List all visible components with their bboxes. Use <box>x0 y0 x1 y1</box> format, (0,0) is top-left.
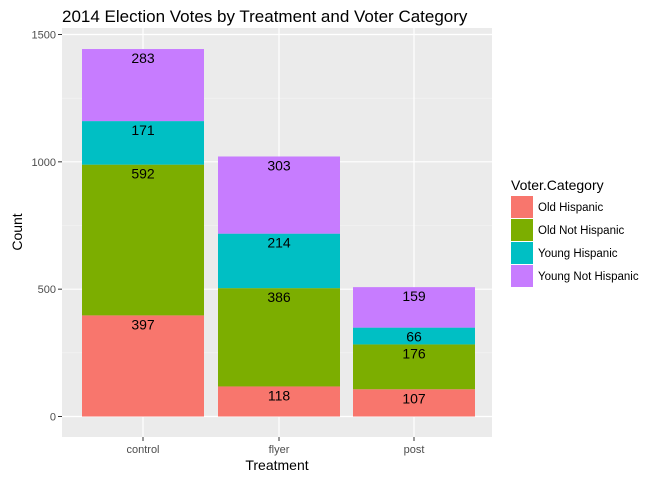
bar-segment <box>353 389 475 417</box>
data-label: 214 <box>267 235 291 251</box>
bar-segment <box>353 287 475 328</box>
data-label: 159 <box>402 288 426 304</box>
data-label: 303 <box>267 157 291 173</box>
y-axis: 0 500 1000 1500 <box>32 30 62 424</box>
data-label: 176 <box>402 345 426 361</box>
data-label: 66 <box>406 329 422 345</box>
y-axis-title: Count <box>9 213 25 250</box>
data-label: 386 <box>267 289 291 305</box>
legend-title: Voter.Category <box>511 177 604 193</box>
data-label: 397 <box>131 316 155 332</box>
x-axis: control flyer post <box>126 437 424 456</box>
legend-label: Young Not Hispanic <box>538 271 639 283</box>
y-tick-label: 1000 <box>32 157 56 169</box>
bar-segment <box>218 386 340 417</box>
x-axis-title: Treatment <box>245 457 308 473</box>
data-label: 171 <box>131 122 155 138</box>
bar-segment <box>353 327 475 345</box>
data-label: 118 <box>268 387 291 403</box>
bar-segment <box>218 233 340 289</box>
legend-swatch <box>511 219 533 241</box>
bars <box>82 49 475 417</box>
legend-swatch <box>511 196 533 218</box>
legend-label: Young Hispanic <box>538 248 618 260</box>
legend-label: Old Hispanic <box>538 202 603 214</box>
legend-label: Old Not Hispanic <box>538 225 625 237</box>
data-label: 592 <box>131 166 155 182</box>
x-tick-label: post <box>404 444 425 456</box>
bar-segment <box>82 121 204 165</box>
y-tick-label: 500 <box>38 284 56 296</box>
legend-swatch <box>511 242 533 264</box>
y-tick-label: 1500 <box>32 30 56 42</box>
bar-segment <box>82 164 204 316</box>
legend: Voter.Category Old Hispanic Old Not Hispa… <box>511 177 639 287</box>
x-tick-label: flyer <box>269 444 290 456</box>
data-label: 283 <box>131 50 155 66</box>
data-label: 107 <box>402 390 426 406</box>
bar-segment <box>218 288 340 387</box>
bar-segment <box>218 156 340 234</box>
chart-title: 2014 Election Votes by Treatment and Vot… <box>62 7 468 26</box>
x-tick-label: control <box>126 444 159 456</box>
bar-segment <box>82 49 204 122</box>
legend-swatch <box>511 265 533 287</box>
y-tick-label: 0 <box>50 412 56 424</box>
bar-segment <box>82 315 204 417</box>
bar-segment <box>353 344 475 390</box>
